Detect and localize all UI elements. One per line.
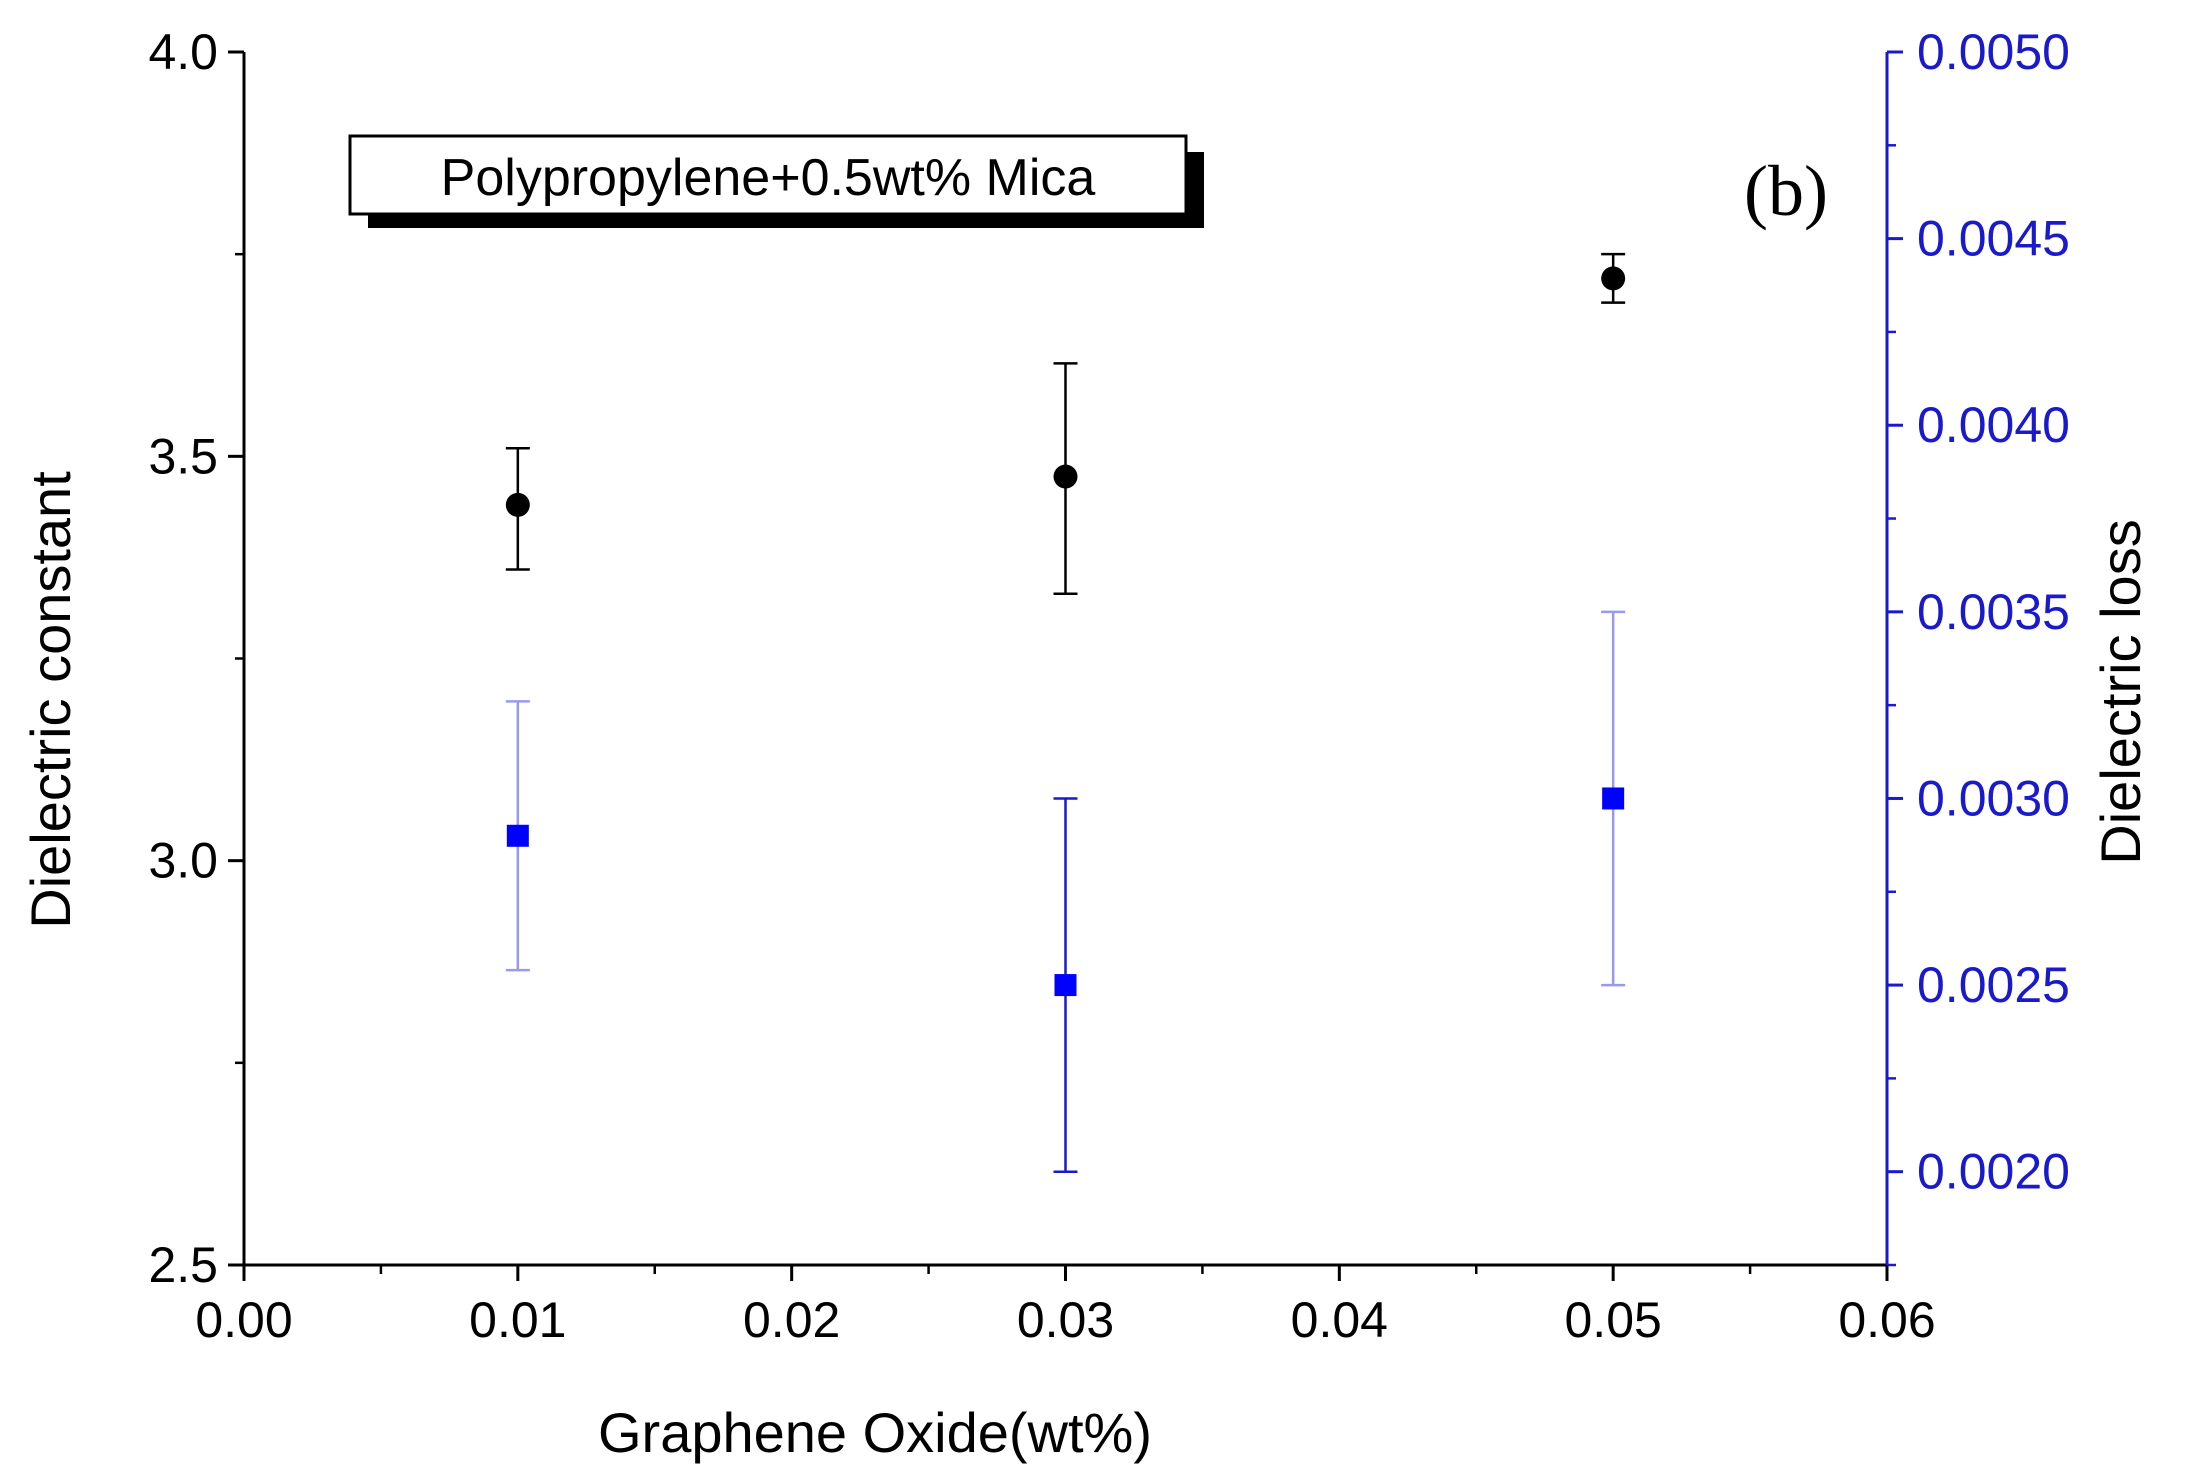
y-right-tick-label: 0.0030 <box>1917 770 2070 826</box>
dielectric-constant-point <box>505 492 530 517</box>
y-right-tick-label: 0.0040 <box>1917 397 2070 453</box>
x-tick-label: 0.06 <box>1838 1292 1935 1348</box>
x-tick-label: 0.01 <box>469 1292 566 1348</box>
dielectric-constant-point <box>1601 266 1626 291</box>
dielectric-loss-point <box>506 824 529 847</box>
x-tick-label: 0.04 <box>1291 1292 1388 1348</box>
y-left-tick-label: 3.5 <box>148 428 218 484</box>
x-tick-label: 0.03 <box>1017 1292 1114 1348</box>
y-right-axis-title: Dielectric loss <box>2089 519 2152 864</box>
dielectric-loss-point <box>1054 974 1077 997</box>
x-tick-label: 0.00 <box>195 1292 292 1348</box>
data-marks <box>505 252 1626 1173</box>
legend-box <box>348 134 1188 216</box>
dielectric-loss-point <box>1602 787 1625 810</box>
y-right-tick-label: 0.0045 <box>1917 211 2070 267</box>
y-right-tick-label: 0.0025 <box>1917 957 2070 1013</box>
y-right-tick-label: 0.0020 <box>1917 1144 2070 1200</box>
legend-text: Polypropylene+0.5wt% Mica <box>441 149 1096 207</box>
x-axis-title: Graphene Oxide(wt%) <box>598 1401 1152 1464</box>
y-right-tick-label: 0.0050 <box>1917 24 2070 80</box>
y-left-tick-label: 4.0 <box>148 24 218 80</box>
y-left-tick-label: 2.5 <box>148 1237 218 1293</box>
dielectric-constant-point <box>1053 464 1078 489</box>
x-tick-label: 0.05 <box>1565 1292 1662 1348</box>
panel-label: (b) <box>1744 151 1828 231</box>
x-tick-label: 0.02 <box>743 1292 840 1348</box>
y-right-tick-label: 0.0035 <box>1917 584 2070 640</box>
axis-ticks: 0.00 0.01 0.02 0.03 0.04 0.05 0.06 2.5 3.0 3.5 4.0… <box>148 24 2069 1348</box>
y-left-tick-label: 3.0 <box>148 833 218 889</box>
y-left-axis-title: Dielectric constant <box>19 471 82 929</box>
legend: Polypropylene+0.5wt% Mica <box>348 134 1204 228</box>
